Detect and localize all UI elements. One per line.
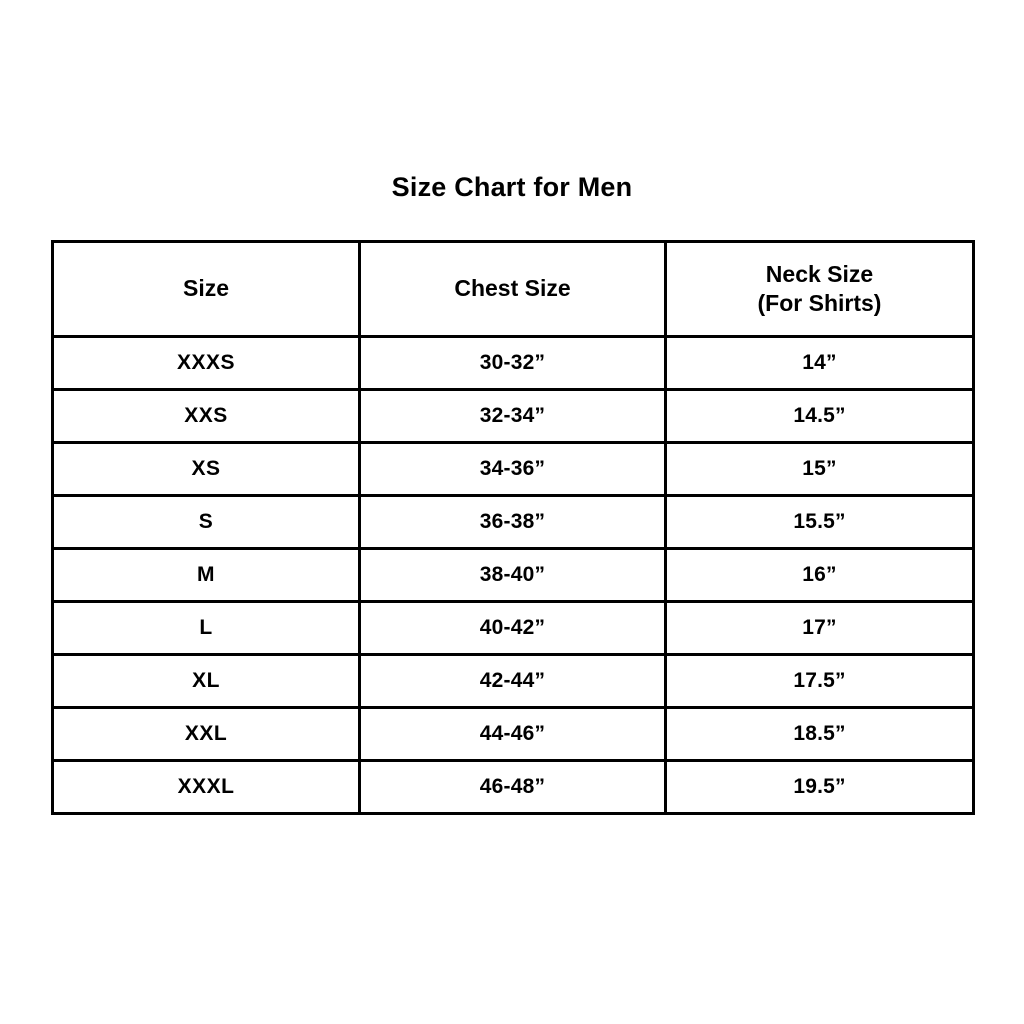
cell-neck-size: 19.5” bbox=[664, 759, 975, 815]
column-header-size: Size bbox=[51, 240, 361, 338]
cell-neck-size: 18.5” bbox=[664, 706, 975, 762]
cell-chest-size: 46-48” bbox=[358, 759, 667, 815]
cell-chest-size: 34-36” bbox=[358, 441, 667, 497]
column-header-neck-size: Neck Size (For Shirts) bbox=[664, 240, 975, 338]
column-header-size-line-1: Size bbox=[182, 275, 230, 302]
cell-chest-size: 30-32” bbox=[358, 335, 667, 391]
table-row: M 38-40” 16” bbox=[51, 547, 975, 603]
column-header-chest-size: Chest Size bbox=[358, 240, 667, 338]
cell-neck-size: 15.5” bbox=[664, 494, 975, 550]
table-row: L 40-42” 17” bbox=[51, 600, 975, 656]
table-body: XXXS 30-32” 14” XXS 32-34” 14.5” XS 34-3… bbox=[51, 335, 975, 815]
cell-neck-size: 14.5” bbox=[664, 388, 975, 444]
table-row: XXL 44-46” 18.5” bbox=[51, 706, 975, 762]
cell-size: XXS bbox=[51, 388, 361, 444]
column-header-chest-size-line-1: Chest Size bbox=[454, 275, 571, 302]
cell-size: XXL bbox=[51, 706, 361, 762]
cell-size: M bbox=[51, 547, 361, 603]
table-row: XL 42-44” 17.5” bbox=[51, 653, 975, 709]
table-row: XXXS 30-32” 14” bbox=[51, 335, 975, 391]
table-row: S 36-38” 15.5” bbox=[51, 494, 975, 550]
size-chart-table-container: Size Chest Size Neck Size (For Shirts) X… bbox=[51, 240, 975, 815]
cell-neck-size: 15” bbox=[664, 441, 975, 497]
cell-chest-size: 42-44” bbox=[358, 653, 667, 709]
cell-chest-size: 32-34” bbox=[358, 388, 667, 444]
cell-chest-size: 36-38” bbox=[358, 494, 667, 550]
cell-chest-size: 40-42” bbox=[358, 600, 667, 656]
table-row: XXS 32-34” 14.5” bbox=[51, 388, 975, 444]
cell-chest-size: 38-40” bbox=[358, 547, 667, 603]
page-title: Size Chart for Men bbox=[391, 172, 633, 202]
cell-size: XS bbox=[51, 441, 361, 497]
cell-neck-size: 14” bbox=[664, 335, 975, 391]
cell-neck-size: 17.5” bbox=[664, 653, 975, 709]
cell-size: XXXS bbox=[51, 335, 361, 391]
cell-neck-size: 17” bbox=[664, 600, 975, 656]
table-row: XS 34-36” 15” bbox=[51, 441, 975, 497]
cell-size: S bbox=[51, 494, 361, 550]
size-chart-table: Size Chest Size Neck Size (For Shirts) X… bbox=[51, 240, 975, 815]
table-row: XXXL 46-48” 19.5” bbox=[51, 759, 975, 815]
cell-size: XL bbox=[51, 653, 361, 709]
cell-size: XXXL bbox=[51, 759, 361, 815]
column-header-neck-size-line-2: (For Shirts) bbox=[757, 290, 882, 316]
cell-chest-size: 44-46” bbox=[358, 706, 667, 762]
table-header-row: Size Chest Size Neck Size (For Shirts) bbox=[51, 240, 975, 338]
column-header-neck-size-line-1: Neck Size bbox=[765, 260, 874, 287]
table-header: Size Chest Size Neck Size (For Shirts) bbox=[51, 240, 975, 338]
cell-size: L bbox=[51, 600, 361, 656]
cell-neck-size: 16” bbox=[664, 547, 975, 603]
